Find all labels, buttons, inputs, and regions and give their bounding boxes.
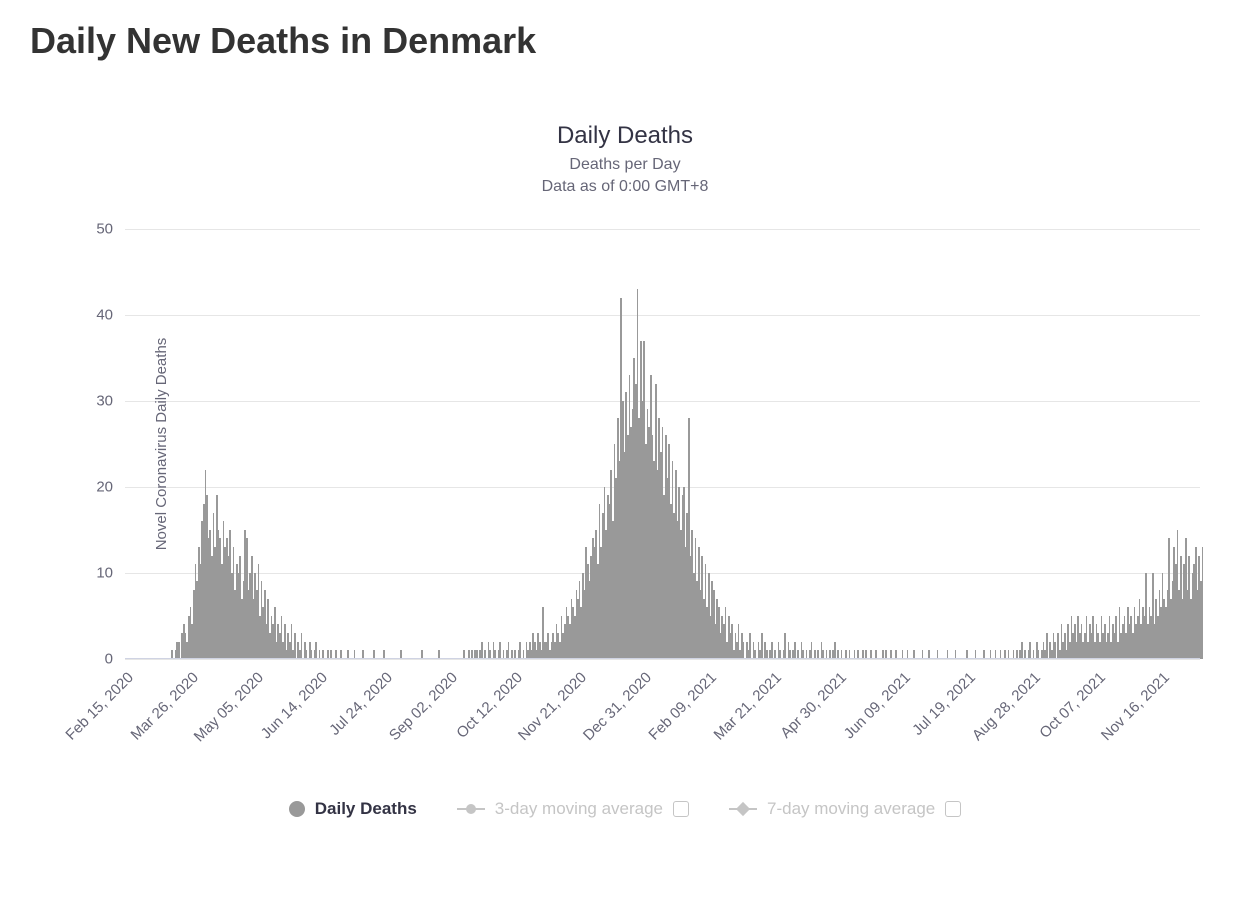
legend-item-daily-deaths[interactable]: Daily Deaths: [289, 799, 417, 819]
bar[interactable]: [481, 642, 483, 659]
x-tick-label: Nov 21, 2020: [515, 669, 590, 744]
bar[interactable]: [761, 633, 763, 659]
legend-dot-icon: [289, 801, 305, 817]
x-tick-label: Jul 19, 2021: [909, 669, 979, 739]
x-tick-label: Jul 24, 2020: [326, 669, 396, 739]
bar[interactable]: [1029, 642, 1031, 659]
bar[interactable]: [1046, 633, 1048, 659]
y-tick-label: 0: [105, 650, 125, 667]
legend-line-circle-icon: [457, 808, 485, 810]
y-tick-label: 40: [96, 306, 125, 323]
bar[interactable]: [749, 633, 751, 659]
bar[interactable]: [519, 642, 521, 659]
legend-label: 3-day moving average: [495, 799, 663, 819]
x-axis: Feb 15, 2020Mar 26, 2020May 05, 2020Jun …: [125, 659, 1200, 789]
legend-label: Daily Deaths: [315, 799, 417, 819]
bar[interactable]: [315, 642, 317, 659]
x-tick-label: Aug 28, 2021: [969, 669, 1044, 744]
plot-area: Novel Coronavirus Daily Deaths 010203040…: [125, 229, 1200, 659]
bar[interactable]: [294, 633, 296, 659]
x-tick-label: Apr 30, 2021: [777, 669, 850, 742]
bar[interactable]: [1021, 642, 1023, 659]
legend-item-7day-avg[interactable]: 7-day moving average: [729, 799, 961, 819]
bar[interactable]: [794, 642, 796, 659]
x-tick-label: Jun 14, 2020: [258, 669, 331, 742]
y-tick-label: 20: [96, 478, 125, 495]
legend-line-diamond-icon: [729, 808, 757, 810]
legend-label: 7-day moving average: [767, 799, 935, 819]
chart-subtitle-line2: Data as of 0:00 GMT+8: [542, 178, 709, 195]
x-tick-label: Dec 31, 2020: [580, 669, 655, 744]
chart-subtitle-line1: Deaths per Day: [569, 156, 680, 173]
x-tick-label: Feb 15, 2020: [62, 669, 137, 744]
bar[interactable]: [499, 642, 501, 659]
bar[interactable]: [508, 642, 510, 659]
bar[interactable]: [178, 642, 180, 659]
x-tick-label: Nov 16, 2021: [1098, 669, 1173, 744]
legend-checkbox[interactable]: [673, 801, 689, 817]
x-tick-label: Feb 09, 2021: [645, 669, 720, 744]
y-tick-label: 50: [96, 220, 125, 237]
x-tick-label: Jun 09, 2021: [841, 669, 914, 742]
bar[interactable]: [743, 642, 745, 659]
chart-title: Daily Deaths: [30, 122, 1220, 150]
y-tick-label: 30: [96, 392, 125, 409]
bar[interactable]: [1202, 547, 1204, 659]
legend-item-3day-avg[interactable]: 3-day moving average: [457, 799, 689, 819]
page-title: Daily New Deaths in Denmark: [30, 20, 1220, 62]
bar[interactable]: [301, 633, 303, 659]
bar[interactable]: [811, 642, 813, 659]
bar[interactable]: [784, 633, 786, 659]
bar[interactable]: [834, 642, 836, 659]
chart-subtitle: Deaths per Day Data as of 0:00 GMT+8: [30, 154, 1220, 199]
legend: Daily Deaths 3-day moving average 7-day …: [30, 799, 1220, 819]
bar[interactable]: [771, 642, 773, 659]
x-tick-label: Mar 21, 2021: [710, 669, 785, 744]
x-tick-label: Sep 02, 2020: [386, 669, 461, 744]
y-tick-label: 10: [96, 564, 125, 581]
bar-series: [125, 229, 1200, 659]
bar[interactable]: [1054, 642, 1056, 659]
chart-container: Daily Deaths Deaths per Day Data as of 0…: [30, 122, 1220, 819]
legend-checkbox[interactable]: [945, 801, 961, 817]
